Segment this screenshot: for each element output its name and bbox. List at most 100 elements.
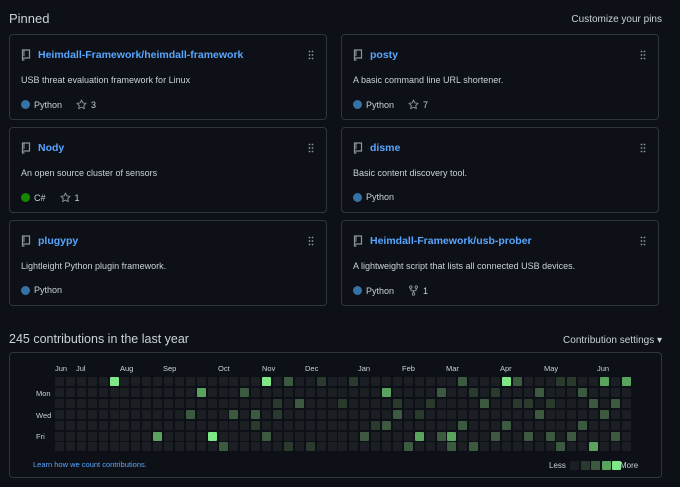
- contribution-day-cell[interactable]: [523, 442, 533, 452]
- contribution-day-cell[interactable]: [403, 420, 413, 430]
- contribution-day-cell[interactable]: [207, 387, 217, 397]
- contribution-day-cell[interactable]: [207, 409, 217, 419]
- contribution-day-cell[interactable]: [491, 398, 500, 408]
- contribution-day-cell[interactable]: [621, 409, 631, 419]
- contribution-day-cell[interactable]: [600, 409, 609, 419]
- contribution-day-cell[interactable]: [556, 420, 566, 430]
- contribution-day-cell[interactable]: [578, 431, 588, 441]
- contribution-day-cell[interactable]: [185, 420, 195, 430]
- contribution-day-cell[interactable]: [545, 409, 555, 419]
- contribution-day-cell[interactable]: [447, 409, 457, 419]
- contribution-day-cell[interactable]: [316, 431, 326, 441]
- contribution-day-cell[interactable]: [578, 409, 588, 419]
- drag-handle-icon[interactable]: [308, 236, 314, 246]
- contribution-day-cell[interactable]: [436, 387, 446, 397]
- drag-handle-icon[interactable]: [640, 236, 646, 246]
- contribution-day-cell[interactable]: [273, 377, 282, 386]
- contribution-day-cell[interactable]: [469, 431, 479, 441]
- contribution-day-cell[interactable]: [240, 398, 250, 408]
- contribution-day-cell[interactable]: [610, 377, 620, 386]
- contribution-day-cell[interactable]: [65, 377, 75, 386]
- contribution-day-cell[interactable]: [229, 409, 239, 419]
- contribution-day-cell[interactable]: [305, 442, 315, 452]
- contribution-day-cell[interactable]: [153, 387, 163, 397]
- contribution-day-cell[interactable]: [545, 377, 555, 386]
- repo-name-link[interactable]: Heimdall-Framework/heimdall-framework: [38, 49, 244, 61]
- contribution-day-cell[interactable]: [589, 398, 599, 408]
- contribution-day-cell[interactable]: [480, 409, 490, 419]
- pinned-repo-card[interactable]: Nody An open source cluster of sensors C…: [9, 127, 327, 213]
- contribution-day-cell[interactable]: [174, 431, 184, 441]
- contribution-day-cell[interactable]: [98, 420, 108, 430]
- contribution-day-cell[interactable]: [76, 409, 86, 419]
- contribution-day-cell[interactable]: [55, 442, 64, 452]
- contribution-day-cell[interactable]: [131, 442, 141, 452]
- contribution-day-cell[interactable]: [131, 420, 141, 430]
- contribution-day-cell[interactable]: [153, 377, 163, 386]
- contribution-day-cell[interactable]: [327, 377, 337, 386]
- contribution-day-cell[interactable]: [316, 377, 326, 386]
- repo-name-link[interactable]: plugypy: [38, 235, 79, 247]
- contribution-day-cell[interactable]: [65, 420, 75, 430]
- contribution-day-cell[interactable]: [196, 431, 206, 441]
- contribution-day-cell[interactable]: [512, 387, 522, 397]
- contribution-day-cell[interactable]: [174, 442, 184, 452]
- contribution-day-cell[interactable]: [621, 377, 631, 386]
- contribution-day-cell[interactable]: [305, 420, 315, 430]
- contribution-day-cell[interactable]: [578, 420, 588, 430]
- contribution-day-cell[interactable]: [65, 409, 75, 419]
- contribution-day-cell[interactable]: [414, 377, 424, 386]
- contribution-day-cell[interactable]: [392, 409, 402, 419]
- contribution-day-cell[interactable]: [109, 387, 119, 397]
- contribution-day-cell[interactable]: [338, 398, 348, 408]
- contribution-day-cell[interactable]: [371, 387, 381, 397]
- contribution-day-cell[interactable]: [534, 442, 544, 452]
- contribution-day-cell[interactable]: [98, 442, 108, 452]
- contribution-day-cell[interactable]: [480, 377, 490, 386]
- contribution-day-cell[interactable]: [425, 387, 435, 397]
- contribution-day-cell[interactable]: [589, 442, 599, 452]
- contribution-day-cell[interactable]: [523, 377, 533, 386]
- contribution-day-cell[interactable]: [610, 420, 620, 430]
- contribution-day-cell[interactable]: [501, 431, 511, 441]
- contribution-day-cell[interactable]: [414, 398, 424, 408]
- contribution-day-cell[interactable]: [174, 409, 184, 419]
- contribution-day-cell[interactable]: [534, 387, 544, 397]
- contribution-day-cell[interactable]: [392, 398, 402, 408]
- contribution-day-cell[interactable]: [501, 420, 511, 430]
- contribution-day-cell[interactable]: [447, 442, 457, 452]
- contribution-day-cell[interactable]: [501, 398, 511, 408]
- contribution-day-cell[interactable]: [316, 442, 326, 452]
- contribution-day-cell[interactable]: [240, 409, 250, 419]
- contribution-day-cell[interactable]: [447, 420, 457, 430]
- contribution-day-cell[interactable]: [436, 377, 446, 386]
- contribution-day-cell[interactable]: [229, 387, 239, 397]
- contribution-day-cell[interactable]: [185, 431, 195, 441]
- contribution-day-cell[interactable]: [501, 409, 511, 419]
- contribution-day-cell[interactable]: [251, 409, 261, 419]
- contribution-day-cell[interactable]: [196, 377, 206, 386]
- contribution-day-cell[interactable]: [131, 431, 141, 441]
- contribution-day-cell[interactable]: [294, 420, 304, 430]
- contribution-day-cell[interactable]: [392, 387, 402, 397]
- contribution-day-cell[interactable]: [305, 387, 315, 397]
- contribution-day-cell[interactable]: [120, 398, 130, 408]
- contribution-day-cell[interactable]: [534, 420, 544, 430]
- contribution-day-cell[interactable]: [196, 409, 206, 419]
- contribution-day-cell[interactable]: [55, 398, 64, 408]
- contribution-day-cell[interactable]: [425, 442, 435, 452]
- repo-name-link[interactable]: Nody: [38, 142, 65, 154]
- contribution-day-cell[interactable]: [229, 377, 239, 386]
- contribution-day-cell[interactable]: [305, 398, 315, 408]
- contribution-day-cell[interactable]: [414, 420, 424, 430]
- pinned-repo-card[interactable]: posty A basic command line URL shortener…: [341, 34, 659, 120]
- contribution-day-cell[interactable]: [338, 442, 348, 452]
- contribution-day-cell[interactable]: [153, 420, 163, 430]
- contribution-day-cell[interactable]: [600, 420, 609, 430]
- contribution-day-cell[interactable]: [164, 409, 173, 419]
- contribution-day-cell[interactable]: [556, 387, 566, 397]
- pinned-repo-card[interactable]: plugypy Lightleight Python plugin framew…: [9, 220, 327, 306]
- contribution-day-cell[interactable]: [338, 377, 348, 386]
- drag-handle-icon[interactable]: [640, 143, 646, 153]
- contribution-day-cell[interactable]: [414, 387, 424, 397]
